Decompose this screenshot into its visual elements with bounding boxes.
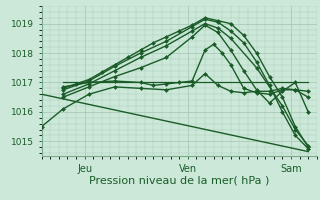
X-axis label: Pression niveau de la mer( hPa ): Pression niveau de la mer( hPa ): [89, 175, 269, 185]
